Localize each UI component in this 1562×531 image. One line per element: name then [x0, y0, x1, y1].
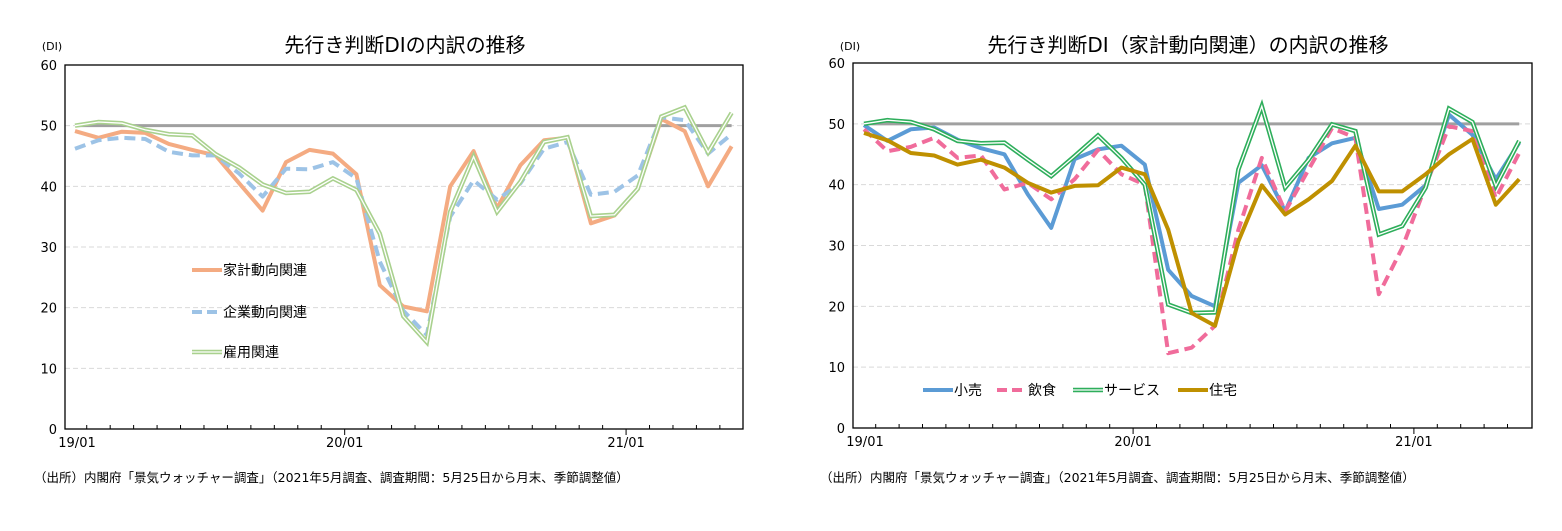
- legend-label: サービス: [1104, 383, 1160, 399]
- legend-item: 雇用関連: [192, 344, 279, 361]
- y-unit-label: (DI): [42, 40, 62, 53]
- series-line: [75, 119, 732, 311]
- series-1: [864, 126, 1519, 353]
- y-tick-label: 60: [828, 57, 845, 72]
- y-tick-label: 20: [40, 302, 57, 317]
- x-tick-label: 20/01: [1114, 435, 1151, 450]
- y-tick-label: 30: [828, 240, 845, 255]
- legend-item: 飲食: [997, 382, 1056, 399]
- source-note: （出所）内閣府「景気ウォッチャー調査」（2021年5月調査、調査期間：5月25日…: [820, 470, 1415, 485]
- y-tick-label: 50: [40, 120, 57, 135]
- chart-left: 先行き判断DIの内訳の推移 (DI) （出所）内閣府「景気ウォッチャー調査」（2…: [34, 33, 743, 485]
- source-note: （出所）内閣府「景気ウォッチャー調査」（2021年5月調査、調査期間：5月25日…: [34, 470, 629, 485]
- x-tick-label: 21/01: [607, 436, 644, 451]
- chart-title: 先行き判断DIの内訳の推移: [284, 33, 525, 57]
- chart-right: 先行き判断DI（家計動向関連）の内訳の推移 (DI) （出所）内閣府「景気ウォッ…: [820, 33, 1532, 485]
- legend-item: 小売: [923, 383, 982, 399]
- legend-item: 企業動向関連: [192, 304, 307, 321]
- series-line: [864, 106, 1519, 313]
- series-1: [75, 117, 732, 335]
- y-tick-label: 30: [40, 241, 57, 256]
- y-tick-label: 50: [828, 118, 845, 133]
- series-line-inner: [864, 106, 1519, 313]
- y-tick-label: 0: [49, 423, 57, 438]
- y-unit-label: (DI): [840, 40, 860, 53]
- legend-label: 飲食: [1028, 382, 1056, 399]
- legend-item: 住宅: [1178, 383, 1237, 399]
- x-tick-label: 19/01: [846, 435, 883, 450]
- series-2: [864, 106, 1519, 313]
- y-tick-label: 0: [837, 422, 845, 437]
- y-tick-label: 20: [828, 300, 845, 315]
- series-line: [75, 117, 732, 335]
- x-tick-label: 21/01: [1395, 435, 1432, 450]
- x-tick-label: 20/01: [326, 436, 363, 451]
- legend-label: 雇用関連: [223, 344, 279, 361]
- legend-item: サービス: [1073, 383, 1160, 399]
- legend-label: 家計動向関連: [223, 262, 307, 279]
- y-tick-label: 40: [828, 179, 845, 194]
- y-tick-label: 60: [40, 59, 57, 74]
- legend-item: 家計動向関連: [192, 262, 307, 279]
- series-line: [864, 126, 1519, 353]
- legend-label: 住宅: [1209, 383, 1237, 399]
- y-tick-label: 10: [40, 362, 57, 377]
- legend-label: 企業動向関連: [223, 304, 307, 321]
- y-tick-label: 10: [828, 361, 845, 376]
- y-tick-label: 40: [40, 180, 57, 195]
- series-0: [75, 119, 732, 311]
- legend-label: 小売: [954, 383, 982, 399]
- x-tick-label: 19/01: [58, 436, 95, 451]
- chart-title: 先行き判断DI（家計動向関連）の内訳の推移: [987, 33, 1388, 57]
